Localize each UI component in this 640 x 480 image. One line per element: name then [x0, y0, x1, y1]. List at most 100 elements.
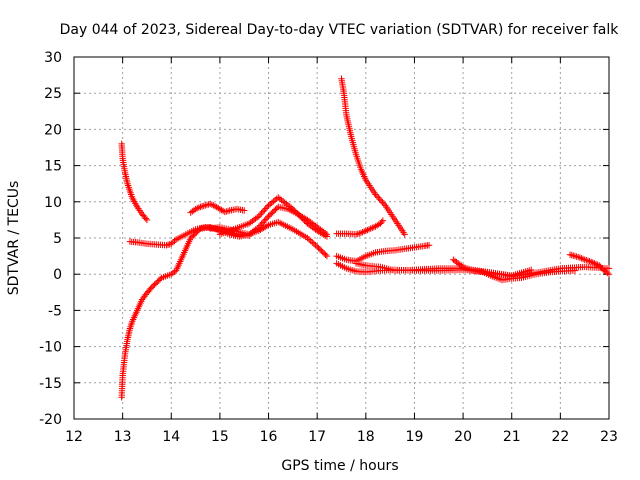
data-point: [169, 269, 177, 277]
y-axis: -20 -15 -10 -5 0 5 10 15 20 25 30: [39, 50, 609, 428]
data-point: [194, 205, 201, 212]
data-point: [152, 279, 160, 287]
data-point: [591, 260, 598, 267]
data-point: [262, 223, 269, 231]
x-tick-label: 12: [65, 429, 83, 445]
data-point: [208, 201, 216, 208]
data-point: [453, 258, 460, 266]
data-point: [206, 200, 214, 208]
data-point: [187, 234, 194, 242]
data-point: [156, 275, 164, 283]
data-point: [372, 223, 379, 230]
data-point: [370, 223, 378, 231]
data-point: [266, 200, 274, 208]
x-tick-label: 22: [551, 429, 569, 445]
data-point: [373, 192, 381, 200]
data-point: [266, 211, 274, 219]
data-point: [249, 217, 256, 225]
data-point: [250, 216, 258, 224]
x-tick-label: 19: [406, 429, 424, 445]
data-point: [320, 250, 328, 257]
x-axis-title: GPS time / hours: [281, 458, 398, 474]
data-point: [318, 247, 325, 254]
data-point: [271, 196, 279, 204]
data-point: [258, 209, 265, 217]
series: [450, 256, 579, 284]
data-point: [604, 269, 611, 277]
data-point: [265, 213, 272, 220]
data-point: [187, 209, 194, 216]
data-point: [210, 202, 217, 209]
data-point: [150, 282, 157, 290]
series: [118, 140, 151, 224]
data-point: [168, 240, 175, 247]
data-point: [605, 265, 613, 272]
data-point: [195, 204, 203, 211]
series: [333, 217, 387, 238]
data-point: [141, 293, 148, 300]
data-point: [289, 205, 297, 213]
data-point: [252, 215, 259, 222]
data-point: [323, 252, 331, 260]
data-point: [450, 256, 457, 263]
series: [206, 218, 331, 260]
data-point: [578, 255, 585, 262]
data-point: [296, 213, 304, 220]
data-point: [455, 260, 462, 267]
data-point: [245, 220, 253, 227]
data-point: [451, 257, 459, 265]
data-point: [261, 206, 268, 214]
data-point: [589, 259, 596, 266]
y-tick-label: 30: [44, 50, 62, 66]
data-point: [315, 244, 322, 252]
data-point: [377, 197, 385, 204]
data-point: [305, 236, 313, 243]
series: [187, 200, 248, 216]
data-point: [247, 219, 254, 226]
data-point: [365, 226, 373, 233]
data-point: [283, 200, 290, 208]
data-point: [286, 203, 293, 210]
data-point: [260, 224, 267, 232]
data-point: [307, 222, 314, 230]
data-point: [215, 204, 222, 212]
data-point: [367, 225, 374, 232]
y-tick-label: 0: [53, 267, 62, 283]
data-point: [148, 284, 156, 291]
series: [338, 75, 408, 238]
data-point: [305, 221, 313, 228]
data-point: [592, 260, 600, 268]
data-point: [211, 202, 219, 210]
y-tick-label: 15: [44, 159, 62, 175]
data-point: [605, 271, 613, 278]
chart-title: Day 044 of 2023, Sidereal Day-to-day VTE…: [60, 22, 620, 38]
data-point: [298, 214, 305, 221]
x-tick-label: 16: [260, 429, 278, 445]
data-point: [602, 268, 609, 275]
y-tick-label: 25: [44, 86, 62, 102]
data-point: [213, 203, 220, 211]
data-point: [378, 218, 385, 226]
data-point: [257, 211, 264, 218]
data-point: [291, 207, 298, 214]
data-point: [313, 243, 321, 250]
data-point: [301, 217, 308, 224]
data-point: [272, 206, 279, 213]
data-point: [456, 261, 464, 268]
data-point: [375, 194, 382, 201]
data-point: [263, 203, 271, 211]
data-point: [527, 266, 535, 274]
data-point: [270, 207, 278, 215]
data-point: [155, 277, 162, 284]
data-point: [315, 228, 323, 235]
data-point: [309, 223, 316, 231]
data-point: [138, 296, 146, 303]
x-tick-label: 13: [114, 429, 132, 445]
data-point: [322, 232, 329, 239]
data-point: [587, 258, 595, 266]
series: [118, 223, 214, 401]
data-point: [275, 194, 282, 201]
data-point: [304, 234, 311, 242]
x-tick-label: 23: [600, 429, 618, 445]
x-tick-label: 21: [503, 429, 521, 445]
